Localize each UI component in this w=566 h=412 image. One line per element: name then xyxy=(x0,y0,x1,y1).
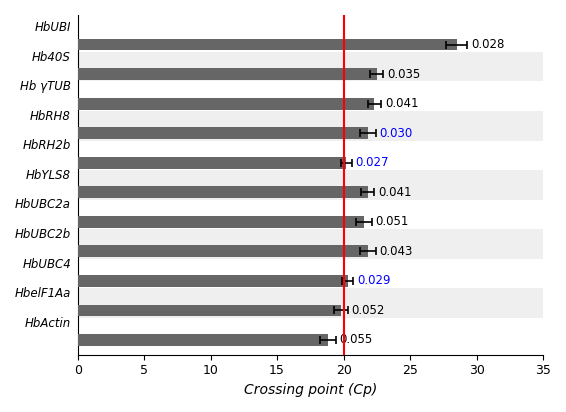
Text: 0.052: 0.052 xyxy=(351,304,385,317)
Bar xyxy=(78,186,367,198)
Bar xyxy=(78,229,543,259)
Text: HbActin: HbActin xyxy=(25,316,71,330)
Text: 0.035: 0.035 xyxy=(388,68,421,81)
Text: 0.051: 0.051 xyxy=(375,215,409,228)
Text: HbYLS8: HbYLS8 xyxy=(26,169,71,182)
Bar xyxy=(78,111,543,140)
Bar xyxy=(78,304,341,316)
Bar xyxy=(78,39,457,50)
Bar xyxy=(78,246,367,257)
Bar xyxy=(78,52,543,82)
Bar xyxy=(78,157,346,169)
Text: 0.043: 0.043 xyxy=(379,245,413,258)
Bar xyxy=(78,216,363,228)
Bar xyxy=(78,68,377,80)
Text: HbUBC4: HbUBC4 xyxy=(22,258,71,271)
Text: HbRH2b: HbRH2b xyxy=(23,139,71,152)
Text: 0.028: 0.028 xyxy=(471,38,505,51)
Text: 0.055: 0.055 xyxy=(340,333,373,346)
Text: 0.030: 0.030 xyxy=(379,126,413,140)
Text: 0.027: 0.027 xyxy=(355,156,389,169)
Text: HbUBI: HbUBI xyxy=(35,21,71,34)
X-axis label: Crossing point (Cp): Crossing point (Cp) xyxy=(244,383,377,397)
Bar xyxy=(78,275,348,287)
Bar xyxy=(78,127,367,139)
Bar xyxy=(78,288,543,318)
Text: 0.029: 0.029 xyxy=(357,274,391,287)
Text: Hb γTUB: Hb γTUB xyxy=(20,80,71,93)
Text: HbelF1Aa: HbelF1Aa xyxy=(15,287,71,300)
Bar xyxy=(78,98,374,110)
Text: HbRH8: HbRH8 xyxy=(30,110,71,123)
Text: 0.041: 0.041 xyxy=(378,186,411,199)
Text: Hb40S: Hb40S xyxy=(32,51,71,64)
Text: HbUBC2b: HbUBC2b xyxy=(15,228,71,241)
Text: HbUBC2a: HbUBC2a xyxy=(15,199,71,211)
Text: 0.041: 0.041 xyxy=(385,97,418,110)
Bar xyxy=(78,334,328,346)
Bar xyxy=(78,170,543,200)
